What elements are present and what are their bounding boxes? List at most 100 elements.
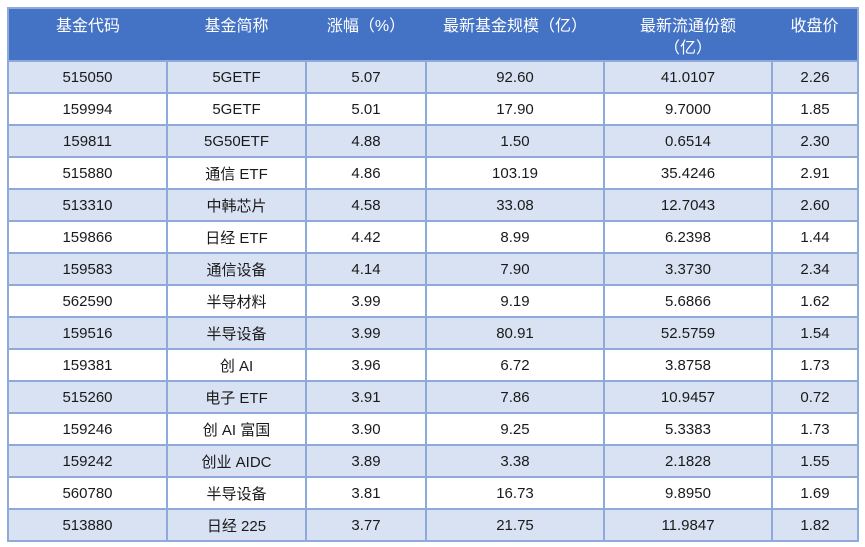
cell-change-pct: 4.58	[305, 188, 427, 222]
cell-change-pct: 3.81	[305, 476, 427, 510]
table-row: 159242 创业 AIDC 3.89 3.38 2.1828 1.55	[7, 444, 859, 478]
cell-fund-name: 通信 ETF	[166, 156, 307, 190]
table-row: 515260 电子 ETF 3.91 7.86 10.9457 0.72	[7, 380, 859, 414]
cell-fund-code: 513880	[7, 508, 168, 542]
cell-fund-scale: 9.19	[425, 284, 605, 318]
cell-fund-name: 电子 ETF	[166, 380, 307, 414]
table-row: 513310 中韩芯片 4.58 33.08 12.7043 2.60	[7, 188, 859, 222]
cell-close-price: 1.73	[771, 412, 859, 446]
cell-fund-scale: 21.75	[425, 508, 605, 542]
cell-fund-code: 513310	[7, 188, 168, 222]
cell-fund-name: 通信设备	[166, 252, 307, 286]
column-header-change-pct: 涨幅（%）	[306, 8, 426, 61]
cell-fund-scale: 7.86	[425, 380, 605, 414]
cell-fund-name: 半导设备	[166, 476, 307, 510]
table-row: 515050 5GETF 5.07 92.60 41.0107 2.26	[7, 60, 859, 94]
table-row: 515880 通信 ETF 4.86 103.19 35.4246 2.91	[7, 156, 859, 190]
cell-change-pct: 4.14	[305, 252, 427, 286]
cell-fund-code: 515260	[7, 380, 168, 414]
cell-circulating-shares: 12.7043	[603, 188, 773, 222]
cell-close-price: 1.85	[771, 92, 859, 126]
cell-fund-scale: 1.50	[425, 124, 605, 158]
cell-close-price: 2.91	[771, 156, 859, 190]
cell-fund-code: 159866	[7, 220, 168, 254]
cell-fund-code: 159242	[7, 444, 168, 478]
cell-fund-name: 半导材料	[166, 284, 307, 318]
cell-fund-code: 159811	[7, 124, 168, 158]
cell-fund-scale: 103.19	[425, 156, 605, 190]
column-header-fund-name: 基金简称	[167, 8, 306, 61]
cell-fund-code: 159516	[7, 316, 168, 350]
cell-circulating-shares: 10.9457	[603, 380, 773, 414]
cell-close-price: 2.30	[771, 124, 859, 158]
cell-circulating-shares: 2.1828	[603, 444, 773, 478]
table-row: 560780 半导设备 3.81 16.73 9.8950 1.69	[7, 476, 859, 510]
cell-change-pct: 3.89	[305, 444, 427, 478]
cell-fund-scale: 9.25	[425, 412, 605, 446]
fund-table: 基金代码 基金简称 涨幅（%） 最新基金规模（亿） 最新流通份额 （亿） 收盘价 5150…	[7, 7, 859, 542]
cell-fund-scale: 7.90	[425, 252, 605, 286]
cell-circulating-shares: 6.2398	[603, 220, 773, 254]
cell-close-price: 1.82	[771, 508, 859, 542]
cell-circulating-shares: 5.3383	[603, 412, 773, 446]
cell-close-price: 0.72	[771, 380, 859, 414]
cell-close-price: 2.26	[771, 60, 859, 94]
cell-fund-scale: 16.73	[425, 476, 605, 510]
cell-fund-name: 中韩芯片	[166, 188, 307, 222]
cell-circulating-shares: 3.3730	[603, 252, 773, 286]
cell-fund-name: 5GETF	[166, 60, 307, 94]
cell-close-price: 2.60	[771, 188, 859, 222]
cell-fund-scale: 17.90	[425, 92, 605, 126]
cell-fund-name: 日经 225	[166, 508, 307, 542]
cell-circulating-shares: 52.5759	[603, 316, 773, 350]
cell-fund-name: 5G50ETF	[166, 124, 307, 158]
cell-close-price: 1.44	[771, 220, 859, 254]
cell-fund-name: 创 AI	[166, 348, 307, 382]
cell-close-price: 1.62	[771, 284, 859, 318]
table-row: 159516 半导设备 3.99 80.91 52.5759 1.54	[7, 316, 859, 350]
cell-circulating-shares: 3.8758	[603, 348, 773, 382]
column-header-circulating-shares: 最新流通份额 （亿）	[604, 8, 772, 61]
cell-change-pct: 5.07	[305, 60, 427, 94]
cell-fund-scale: 33.08	[425, 188, 605, 222]
cell-circulating-shares: 9.8950	[603, 476, 773, 510]
table-row: 562590 半导材料 3.99 9.19 5.6866 1.62	[7, 284, 859, 318]
cell-change-pct: 5.01	[305, 92, 427, 126]
cell-close-price: 1.73	[771, 348, 859, 382]
table-row: 159811 5G50ETF 4.88 1.50 0.6514 2.30	[7, 124, 859, 158]
cell-fund-name: 创 AI 富国	[166, 412, 307, 446]
cell-fund-code: 560780	[7, 476, 168, 510]
cell-fund-code: 562590	[7, 284, 168, 318]
cell-circulating-shares: 11.9847	[603, 508, 773, 542]
cell-change-pct: 3.90	[305, 412, 427, 446]
column-header-close-price: 收盘价	[772, 8, 858, 61]
cell-circulating-shares: 35.4246	[603, 156, 773, 190]
cell-change-pct: 4.88	[305, 124, 427, 158]
cell-close-price: 1.54	[771, 316, 859, 350]
cell-change-pct: 3.99	[305, 316, 427, 350]
cell-fund-scale: 3.38	[425, 444, 605, 478]
cell-fund-name: 创业 AIDC	[166, 444, 307, 478]
cell-change-pct: 3.91	[305, 380, 427, 414]
cell-close-price: 1.69	[771, 476, 859, 510]
cell-fund-code: 159583	[7, 252, 168, 286]
cell-change-pct: 3.77	[305, 508, 427, 542]
cell-change-pct: 4.42	[305, 220, 427, 254]
column-header-fund-scale: 最新基金规模（亿）	[426, 8, 604, 61]
cell-fund-name: 半导设备	[166, 316, 307, 350]
cell-close-price: 2.34	[771, 252, 859, 286]
cell-fund-name: 5GETF	[166, 92, 307, 126]
cell-fund-code: 515050	[7, 60, 168, 94]
cell-change-pct: 3.99	[305, 284, 427, 318]
cell-change-pct: 3.96	[305, 348, 427, 382]
cell-circulating-shares: 41.0107	[603, 60, 773, 94]
table-body: 515050 5GETF 5.07 92.60 41.0107 2.26 159994 5GE…	[7, 60, 859, 542]
table-row: 159381 创 AI 3.96 6.72 3.8758 1.73	[7, 348, 859, 382]
cell-fund-code: 159381	[7, 348, 168, 382]
cell-circulating-shares: 9.7000	[603, 92, 773, 126]
cell-change-pct: 4.86	[305, 156, 427, 190]
cell-fund-scale: 80.91	[425, 316, 605, 350]
cell-fund-scale: 8.99	[425, 220, 605, 254]
header-row: 基金代码 基金简称 涨幅（%） 最新基金规模（亿） 最新流通份额 （亿） 收盘价	[8, 8, 858, 61]
